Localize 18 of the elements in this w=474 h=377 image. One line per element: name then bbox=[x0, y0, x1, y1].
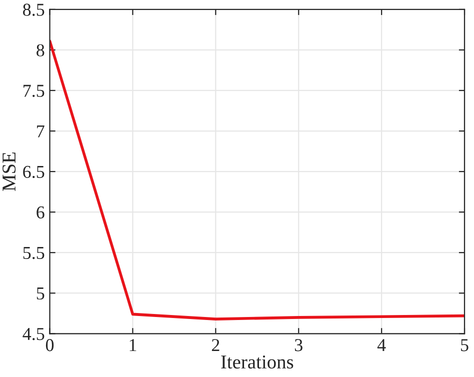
x-tick-label: 0 bbox=[46, 339, 54, 352]
line-series bbox=[50, 40, 465, 320]
y-tick-label: 8 bbox=[36, 44, 44, 56]
x-tick-label: 4 bbox=[377, 339, 386, 352]
x-tick-label: 5 bbox=[461, 339, 468, 352]
y-tick-label: 6.5 bbox=[23, 166, 44, 178]
y-tick-label: 8.5 bbox=[23, 4, 44, 16]
x-tick-label: 2 bbox=[212, 339, 220, 352]
x-tick-label: 3 bbox=[294, 339, 302, 352]
y-tick-label: 6 bbox=[36, 206, 44, 219]
y-tick-label: 4.5 bbox=[22, 328, 44, 340]
y-axis-title: MSE bbox=[2, 152, 16, 191]
x-axis-title: Iterations bbox=[221, 355, 294, 369]
y-tick-label: 7 bbox=[37, 125, 44, 138]
y-tick-label: 7.5 bbox=[24, 84, 44, 97]
y-tick-label: 5.5 bbox=[23, 247, 44, 260]
y-tick-label: 5 bbox=[36, 288, 44, 300]
x-tick-label: 1 bbox=[130, 339, 136, 352]
